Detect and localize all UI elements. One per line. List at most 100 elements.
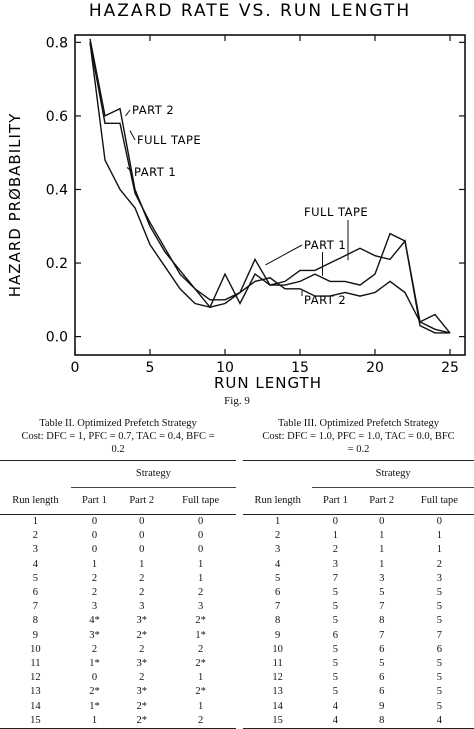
table-ii-cell: 2 bbox=[139, 572, 145, 584]
table-iii-cell: 5 bbox=[436, 672, 443, 684]
table-ii-row: 9 3* 2* 1* bbox=[0, 629, 236, 643]
table-iii-cell: 5 bbox=[332, 643, 339, 655]
table-iii-cell: 6 bbox=[379, 643, 385, 655]
table-iii-cell: 5 bbox=[379, 658, 385, 670]
table-ii-cell: 2* bbox=[136, 700, 147, 712]
table-ii-cell: 3 bbox=[198, 601, 204, 613]
table-ii-cell: 1 bbox=[198, 572, 204, 584]
annotation-leader bbox=[265, 244, 303, 266]
table-ii-caption-line3: 0.2 bbox=[111, 444, 125, 455]
table-iii-cell: 7 bbox=[379, 601, 385, 613]
table-iii-row: 3 2 1 1 bbox=[243, 543, 474, 557]
table-ii-cell: 0 bbox=[139, 530, 145, 542]
table-iii-row: 4 3 1 2 bbox=[243, 558, 474, 572]
table-ii-cell: 3 bbox=[91, 601, 98, 613]
table-ii-cell: 12 bbox=[30, 672, 41, 684]
table-ii-cell: 2* bbox=[195, 658, 206, 670]
table-iii-cell: 6 bbox=[436, 643, 443, 655]
table-ii-cell: 0 bbox=[198, 544, 204, 556]
table-ii-cell: 15 bbox=[0, 713, 71, 729]
plot-frame bbox=[74, 34, 466, 356]
table-iii-cell: 5 bbox=[436, 615, 443, 627]
hazard-rate-chart: HAZARD RATE VS. RUN LENGTH 0 5 10 15 20 25 0.… bbox=[6, 1, 466, 392]
table-ii-cell: 2 bbox=[139, 587, 145, 599]
table-ii-cell: 0 bbox=[91, 530, 98, 542]
table-ii-cell: 0 bbox=[91, 544, 98, 556]
table-ii-cell: 0 bbox=[139, 544, 145, 556]
table-iii-caption: Table III. Optimized Prefetch Strategy C… bbox=[243, 417, 474, 456]
series-line-part-1 bbox=[89, 42, 450, 334]
table-ii-cell: 2 bbox=[198, 587, 204, 599]
table-ii-caption: Table II. Optimized Prefetch Strategy Co… bbox=[0, 417, 236, 456]
table-iii-cell: 7 bbox=[332, 572, 339, 584]
table-ii-cell: 0 bbox=[198, 516, 204, 527]
table-iii-caption-line1: Table III. Optimized Prefetch Strategy bbox=[277, 418, 440, 429]
x-axis: 0 5 10 15 20 25 bbox=[71, 35, 459, 376]
table-iii-cell: 2 bbox=[436, 558, 443, 570]
table-ii-col-part2: Part 2 bbox=[118, 487, 166, 515]
x-tick-label: 5 bbox=[146, 360, 155, 376]
table-ii-body: 1 0 0 0 2 0 0 0 3 0 0 0 4 1 1 1 5 2 2 1 6 2 2 2 7 3 3 3 8 4* 3* 2* 9 3* 2*… bbox=[0, 515, 236, 729]
table-iii-cell: 8 bbox=[358, 713, 405, 729]
annotation-label: FULL TAPE bbox=[137, 133, 201, 147]
x-tick-label: 25 bbox=[441, 360, 459, 376]
table-iii-cell: 6 bbox=[332, 629, 339, 641]
table-ii-cell: 0 bbox=[139, 516, 145, 527]
table-iii-cell: 0 bbox=[436, 516, 443, 527]
table-ii-cell: 2* bbox=[195, 615, 206, 627]
table-iii-cell: 3 bbox=[379, 572, 385, 584]
table-iii-cell: 5 bbox=[332, 658, 339, 670]
table-ii-cell: 2* bbox=[136, 629, 147, 641]
table-iii-cell: 1 bbox=[436, 530, 443, 542]
table-iii-col-full-tape: Full tape bbox=[404, 487, 474, 515]
y-tick-label: 0.8 bbox=[46, 35, 68, 51]
table-iii-caption-line2: Cost: DFC = 1.0, PFC = 1.0, TAC = 0.0, B… bbox=[262, 431, 455, 442]
table-ii-cell: 13 bbox=[30, 686, 41, 698]
table-iii-row: 11 5 5 5 bbox=[243, 657, 474, 671]
table-ii-col-part1: Part 1 bbox=[70, 487, 119, 515]
table-ii-cell: 9 bbox=[32, 629, 39, 641]
table-iii-cell: 14 bbox=[272, 700, 283, 712]
table-iii-cell: 5 bbox=[275, 572, 281, 584]
annotation-label: PART 1 bbox=[304, 238, 346, 252]
table-ii-cell: 2* bbox=[89, 686, 100, 698]
table-iii-row: 10 5 6 6 bbox=[243, 643, 474, 657]
y-tick-label: 0.6 bbox=[46, 109, 68, 125]
table-ii-row: 5 2 2 1 bbox=[0, 572, 236, 586]
table-ii-cell: 2 bbox=[91, 643, 98, 655]
table-ii-row: 15 1 2* 2 bbox=[0, 713, 236, 729]
table-ii-cell: 3* bbox=[136, 615, 147, 627]
table-iii-cell: 15 bbox=[243, 713, 313, 729]
table-iii-cell: 5 bbox=[332, 686, 339, 698]
table-iii-cell: 1 bbox=[275, 516, 281, 527]
table-iii: Table III. Optimized Prefetch Strategy C… bbox=[243, 417, 474, 729]
y-tick-label: 0.4 bbox=[46, 182, 68, 198]
annotation-label: FULL TAPE bbox=[304, 205, 368, 219]
table-iii-cell: 8 bbox=[379, 615, 385, 627]
table-ii-caption-line1: Table II. Optimized Prefetch Strategy bbox=[39, 418, 197, 429]
table-ii-col-full-tape: Full tape bbox=[165, 487, 236, 515]
table-ii-grid: Strategy Run length Part 1 Part 2 Full t… bbox=[0, 460, 236, 729]
table-ii-cell: 3* bbox=[136, 686, 147, 698]
table-ii-cell: 0 bbox=[91, 516, 98, 527]
table-iii-col-part1: Part 1 bbox=[312, 487, 359, 515]
table-ii-strategy-header: Strategy bbox=[70, 460, 236, 488]
table-ii-cell: 10 bbox=[30, 643, 41, 655]
table-iii-caption-line3: = 0.2 bbox=[347, 444, 370, 455]
table-ii-cell: 2 bbox=[139, 672, 145, 684]
table-iii-cell: 5 bbox=[332, 601, 339, 613]
x-axis-title: RUN LENGTH bbox=[214, 374, 322, 392]
x-tick-label: 15 bbox=[291, 360, 309, 376]
table-ii-cell: 5 bbox=[32, 572, 39, 584]
table-iii-cell: 6 bbox=[379, 672, 385, 684]
table-iii-cell: 10 bbox=[272, 643, 283, 655]
figure-caption: Fig. 9 bbox=[224, 395, 250, 407]
table-ii-cell: 2* bbox=[118, 713, 166, 729]
table-ii-row: 13 2* 3* 2* bbox=[0, 685, 236, 699]
table-iii-cell: 5 bbox=[436, 658, 443, 670]
table-ii-cell: 2 bbox=[198, 643, 204, 655]
table-ii-cell: 2* bbox=[195, 686, 206, 698]
y-axis: 0.0 0.2 0.4 0.6 0.8 bbox=[46, 35, 465, 346]
table-iii-cell: 5 bbox=[332, 672, 339, 684]
